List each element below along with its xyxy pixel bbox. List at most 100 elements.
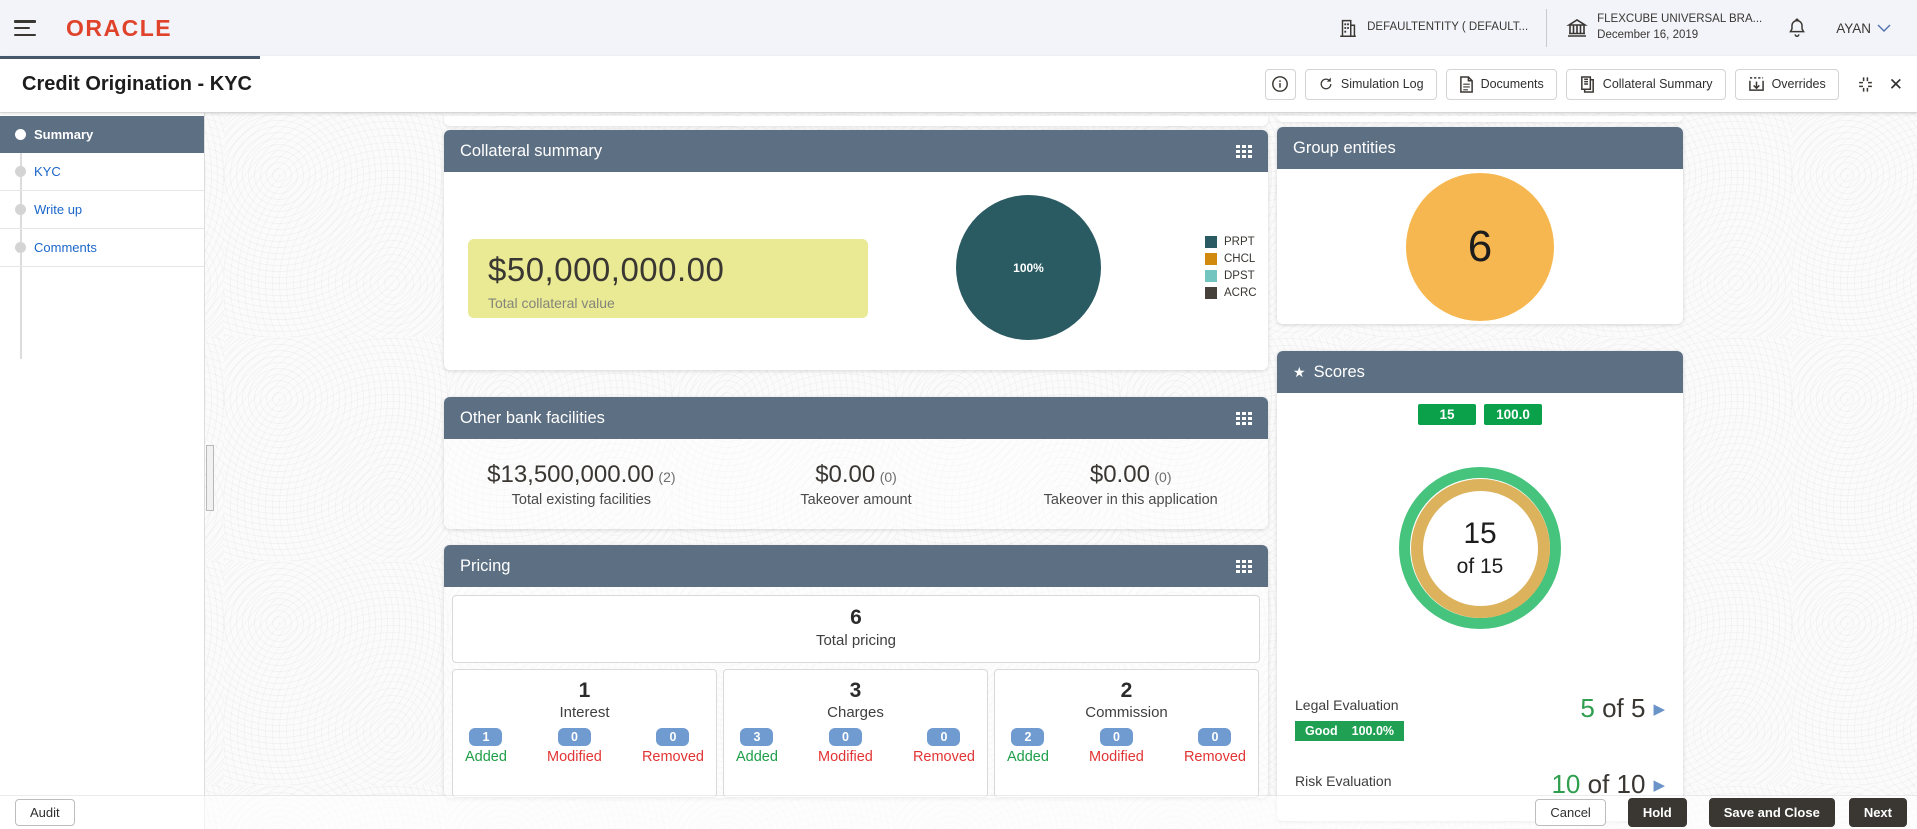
step-dot — [15, 242, 26, 253]
legend-swatch — [1205, 252, 1217, 265]
sidebar-item-write-up[interactable]: Write up — [0, 191, 204, 229]
collapse-window-icon[interactable] — [1856, 75, 1875, 94]
total-collateral-label: Total collateral value — [488, 295, 615, 311]
pricing-group-interest: 1 Interest 1 Added 0 Modified 0 Removed — [452, 669, 717, 798]
close-icon[interactable]: ✕ — [1888, 74, 1903, 94]
action-footer: Audit Cancel Hold Save and Close Next — [0, 795, 1917, 829]
other-bank-facilities-card: Other bank facilities $13,500,000.00 (2)… — [444, 397, 1268, 529]
grid-view-icon[interactable] — [1236, 144, 1252, 158]
chevron-right-icon: ▶ — [1653, 700, 1665, 718]
hold-button[interactable]: Hold — [1627, 798, 1687, 827]
collateral-summary-button[interactable]: Collateral Summary — [1565, 68, 1726, 100]
scores-card: ★ Scores 15 100.0 15 of 15 Legal Evaluat… — [1277, 351, 1683, 821]
legend-swatch — [1205, 286, 1217, 299]
scrolled-card-edge — [1277, 116, 1683, 122]
score-badge: 15 — [1418, 404, 1476, 425]
total-pricing-value: 6 — [850, 606, 862, 629]
total-existing-facilities: $13,500,000.00 (2) Total existing facili… — [487, 461, 676, 508]
total-collateral-value: $50,000,000.00 — [488, 251, 725, 288]
legal-evaluation-score[interactable]: 5 of 5 ▶ — [1580, 693, 1665, 723]
branch-name: FLEXCUBE UNIVERSAL BRA... — [1597, 13, 1763, 26]
score-percent-badge: 100.0 — [1484, 404, 1542, 425]
pricing-group-charges: 3 Charges 3 Added 0 Modified 0 Removed — [723, 669, 988, 798]
active-tab-indicator — [0, 56, 260, 59]
sidebar: Summary KYC Write up Comments — [0, 113, 205, 829]
page-title: Credit Origination - KYC — [22, 72, 252, 95]
notifications-bell-icon[interactable] — [1786, 16, 1808, 40]
total-pricing-box: 6 Total pricing — [452, 595, 1260, 663]
user-menu[interactable]: AYAN — [1836, 21, 1891, 36]
legend-swatch — [1205, 235, 1217, 248]
window-title-bar: Credit Origination - KYC Simulation Log … — [0, 56, 1917, 113]
group-entities-count-circle: 6 — [1406, 172, 1554, 321]
risk-evaluation-row: Risk Evaluation 10 of 10 ▶ — [1295, 769, 1665, 799]
bank-icon — [1566, 19, 1588, 37]
scores-header: ★ Scores — [1277, 351, 1683, 393]
simulation-log-icon — [1320, 77, 1332, 90]
stat-removed: 0 Removed — [641, 728, 704, 765]
stat-removed: 0 Removed — [912, 728, 975, 765]
topbar-divider — [1546, 9, 1548, 47]
documents-button[interactable]: Documents — [1445, 68, 1557, 100]
branch-date: December 16, 2019 — [1597, 29, 1699, 41]
chevron-right-icon: ▶ — [1653, 776, 1665, 794]
takeover-in-application: $0.00 (0) Takeover in this application — [1043, 461, 1218, 508]
sidebar-item-kyc[interactable]: KYC — [0, 153, 204, 191]
stat-modified: 0 Modified — [1089, 728, 1144, 765]
scrolled-card-edge — [444, 116, 1268, 126]
entity-label: DEFAULTENTITY ( DEFAULT... — [1367, 21, 1529, 34]
takeover-amount: $0.00 (0) Takeover amount — [800, 461, 912, 508]
grid-view-icon[interactable] — [1236, 559, 1252, 573]
stat-added: 2 Added — [1007, 728, 1049, 765]
group-entities-card: Group entities 6 — [1277, 127, 1683, 324]
step-dot — [15, 204, 26, 215]
total-collateral-value-box: $50,000,000.00 Total collateral value — [468, 239, 868, 318]
building-icon — [1340, 19, 1356, 37]
stat-modified: 0 Modified — [818, 728, 873, 765]
pie-percentage-label: 100% — [1013, 260, 1044, 275]
risk-evaluation-score[interactable]: 10 of 10 ▶ — [1551, 769, 1665, 799]
legend-item: DPST — [1205, 267, 1257, 284]
overrides-button[interactable]: Overrides — [1734, 68, 1839, 100]
content-scrollbar-thumb[interactable] — [206, 445, 214, 511]
group-entities-header: Group entities — [1277, 127, 1683, 169]
grid-view-icon[interactable] — [1236, 411, 1252, 425]
document-icon — [1459, 75, 1473, 93]
hamburger-menu-icon[interactable] — [14, 20, 36, 36]
user-name: AYAN — [1836, 20, 1871, 36]
branch-selector[interactable]: FLEXCUBE UNIVERSAL BRA... December 16, 2… — [1565, 12, 1762, 43]
info-button[interactable] — [1264, 68, 1296, 100]
top-app-bar: ORACLE DEFAULTENTITY ( DEFAULT... FLEXCU… — [0, 0, 1917, 56]
pages-icon — [1580, 75, 1594, 93]
save-and-close-button[interactable]: Save and Close — [1708, 798, 1835, 827]
collateral-legend: PRPT CHCL DPST ACRC — [1205, 233, 1257, 301]
stat-modified: 0 Modified — [547, 728, 602, 765]
overrides-icon — [1748, 77, 1764, 91]
entity-selector[interactable]: DEFAULTENTITY ( DEFAULT... — [1337, 17, 1528, 39]
collateral-pie-chart: 100% — [956, 195, 1101, 340]
chevron-down-icon — [1877, 24, 1891, 32]
legend-item: ACRC — [1205, 284, 1257, 301]
step-dot — [15, 129, 26, 140]
main-content: Summary KYC Write up Comments Collateral… — [0, 113, 1917, 829]
stat-added: 3 Added — [736, 728, 778, 765]
audit-button[interactable]: Audit — [15, 799, 75, 826]
legal-evaluation-row: Legal Evaluation Good 100.0% 5 of 5 ▶ — [1277, 693, 1683, 741]
legend-item: PRPT — [1205, 233, 1257, 250]
legend-item: CHCL — [1205, 250, 1257, 267]
pricing-group-commission: 2 Commission 2 Added 0 Modified 0 Removed — [994, 669, 1259, 798]
simulation-log-button[interactable]: Simulation Log — [1304, 68, 1437, 100]
cancel-button[interactable]: Cancel — [1535, 799, 1606, 826]
other-bank-facilities-header: Other bank facilities — [444, 397, 1268, 439]
legal-evaluation-badge: Good 100.0% — [1295, 721, 1405, 741]
sidebar-item-summary[interactable]: Summary — [0, 116, 204, 153]
next-button[interactable]: Next — [1848, 798, 1907, 827]
score-of: of 15 — [1456, 555, 1504, 578]
sidebar-item-comments[interactable]: Comments — [0, 229, 204, 267]
score-value: 15 — [1463, 517, 1497, 550]
collateral-summary-card: Collateral summary $50,000,000.00 Total … — [444, 130, 1268, 370]
collateral-summary-header: Collateral summary — [444, 130, 1268, 172]
oracle-logo: ORACLE — [66, 14, 173, 41]
pricing-header: Pricing — [444, 545, 1268, 587]
star-icon: ★ — [1293, 363, 1306, 380]
